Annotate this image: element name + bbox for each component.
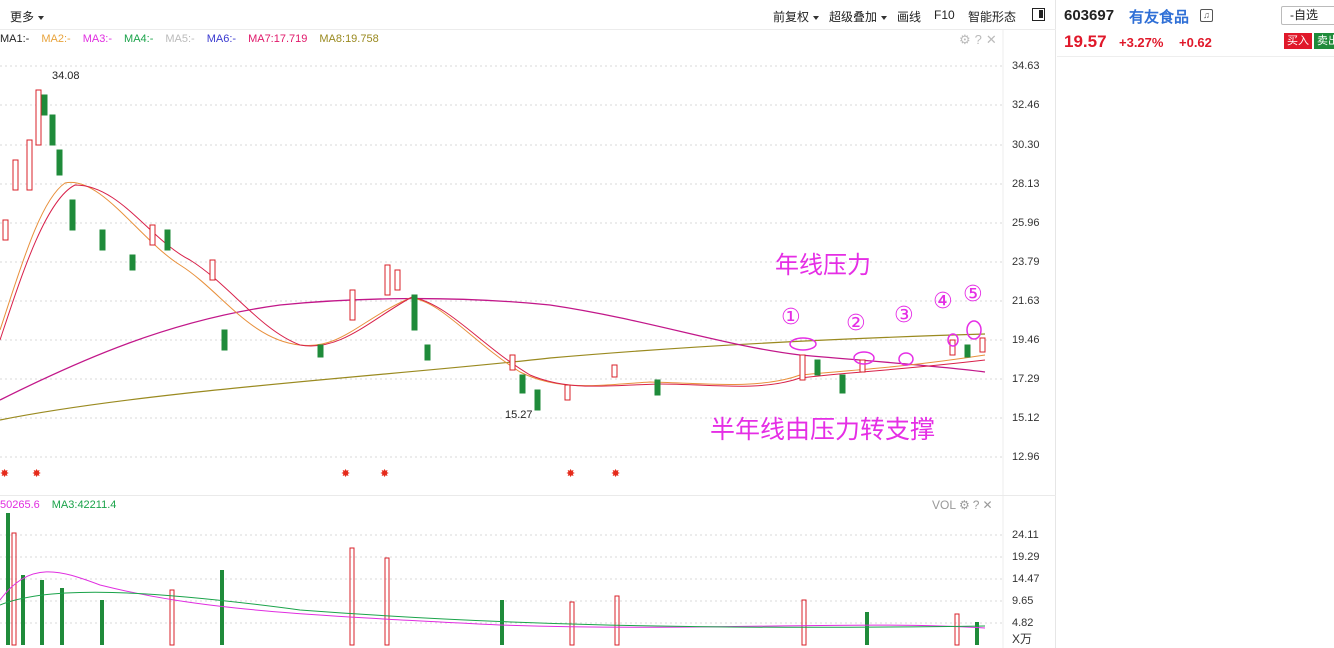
mark-1: ① (781, 305, 801, 330)
mark-3: ③ (894, 303, 914, 328)
overlay-label: 超级叠加 (829, 10, 878, 24)
volume-axis-label: 24.11 (1012, 529, 1039, 541)
signal-markers: ✸ ✸ ✸ ✸ ✸ ✸ (0, 468, 620, 480)
pane-divider[interactable] (0, 495, 1056, 496)
volume-axis-label: 14.47 (1012, 573, 1040, 585)
f10-button[interactable]: F10 (934, 8, 955, 22)
buy-button[interactable]: 买入 (1284, 33, 1312, 49)
change-percent: +3.27% (1119, 35, 1164, 50)
price-axis-label: 23.79 (1012, 256, 1040, 268)
vol-ma2-value: 50265.6 (0, 499, 40, 511)
ma8-label: MA8:19.758 (319, 33, 379, 45)
svg-text:✸: ✸ (0, 468, 9, 480)
sell-button[interactable]: 卖出 (1314, 33, 1334, 49)
pattern-button[interactable]: 智能形态 (968, 10, 1017, 24)
ma1-label: MA1:- (0, 33, 30, 45)
volume-axis-label: 19.29 (1012, 551, 1040, 563)
volume-axis-label: 9.65 (1012, 595, 1034, 607)
svg-text:✸: ✸ (380, 468, 389, 480)
settings-icon[interactable]: ⚙ (959, 32, 971, 47)
settings-icon[interactable]: ⚙ (959, 498, 970, 512)
price-axis-label: 30.30 (1012, 139, 1040, 151)
ma3-label: MA3:- (82, 33, 113, 45)
candles (2, 89, 986, 411)
half-year-annotation: 半年线由压力转支撑 (710, 415, 936, 444)
price-axis-label: 21.63 (1012, 295, 1040, 307)
close-icon[interactable]: ✕ (982, 498, 993, 512)
svg-text:✸: ✸ (566, 468, 575, 480)
volume-bars (6, 513, 979, 646)
ma2-label: MA2:- (41, 33, 71, 45)
last-price: 19.57 (1064, 32, 1107, 51)
volume-legend: 50265.6 MA3:42211.4 (0, 499, 116, 511)
close-icon[interactable]: ✕ (985, 32, 997, 47)
svg-text:✸: ✸ (32, 468, 41, 480)
annotation-circles (789, 320, 982, 366)
price-axis-label: 17.29 (1012, 373, 1040, 385)
svg-text:✸: ✸ (341, 468, 350, 480)
ma5-label: MA5:- (165, 33, 195, 45)
chart-canvas[interactable]: ✸ ✸ ✸ ✸ ✸ ✸ (0, 0, 1056, 648)
ma-year-line (0, 333, 986, 421)
chart-controls: ⚙? ✕ (955, 32, 997, 48)
low-price-marker: 15.27 (505, 409, 533, 421)
price-axis-label: 12.96 (1012, 451, 1040, 463)
quote-panel: 603697 有友食品 ♫ -自选 19.57 +3.27% +0.62 买入 … (1057, 0, 1334, 648)
draw-button[interactable]: 画线 (897, 10, 922, 24)
more-menu[interactable]: 更多 (10, 8, 45, 25)
mark-4: ④ (933, 289, 953, 314)
help-icon[interactable]: ? (972, 498, 980, 512)
price-axis-label: 34.63 (1012, 60, 1040, 72)
ma-short-1 (0, 181, 986, 387)
price-axis-label: 19.46 (1012, 334, 1040, 346)
chart-pane: 更多 前复权 超级叠加 画线 F10 智能形态 MA1:- MA2:- MA3:- M… (0, 0, 1056, 648)
ma7-label: MA7:17.719 (248, 33, 308, 45)
ma6-label: MA6:- (206, 33, 237, 45)
vol-label: VOL (932, 498, 957, 512)
stock-name[interactable]: 有友食品 (1129, 9, 1190, 26)
overlay-menu[interactable]: 超级叠加 (829, 8, 888, 25)
stock-code: 603697 (1064, 7, 1115, 24)
mark-2: ② (846, 311, 866, 336)
volume-unit: X万 (1012, 632, 1033, 646)
bell-icon[interactable]: ♫ (1200, 9, 1213, 22)
price-axis-label: 15.12 (1012, 412, 1040, 424)
help-icon[interactable]: ? (974, 32, 982, 47)
volume-controls: VOL ⚙? ✕ (932, 498, 996, 512)
change-amount: +0.62 (1179, 35, 1212, 50)
price-axis-label: 25.96 (1012, 217, 1040, 229)
chart-toolbar: 更多 前复权 超级叠加 画线 F10 智能形态 (0, 0, 1056, 30)
chevron-down-icon (881, 15, 888, 20)
ma4-label: MA4:- (124, 33, 154, 45)
ma-legend: MA1:- MA2:- MA3:- MA4:- MA5:- MA6:- MA7:17.719… (0, 33, 391, 45)
high-price-marker: 34.08 (52, 70, 80, 82)
chevron-down-icon (813, 15, 820, 20)
price-gridlines (0, 65, 1003, 624)
restore-label: 前复权 (773, 10, 810, 24)
svg-text:✸: ✸ (611, 468, 620, 480)
mark-5: ⑤ (963, 282, 983, 307)
watchlist-button[interactable]: -自选 (1281, 6, 1334, 25)
ma-half-year-line (0, 297, 986, 401)
ma-short-2 (0, 184, 986, 387)
chevron-down-icon (38, 15, 45, 20)
panel-toggle-icon[interactable] (1032, 8, 1045, 21)
price-axis-label: 32.46 (1012, 99, 1040, 111)
price-axis-label: 28.13 (1012, 178, 1040, 190)
volume-axis-label: 4.82 (1012, 617, 1034, 629)
divider (1057, 56, 1334, 57)
more-label: 更多 (10, 10, 35, 24)
year-line-annotation: 年线压力 (775, 251, 871, 279)
vol-ma3-value: MA3:42211.4 (51, 499, 117, 511)
restore-menu[interactable]: 前复权 (773, 8, 820, 25)
